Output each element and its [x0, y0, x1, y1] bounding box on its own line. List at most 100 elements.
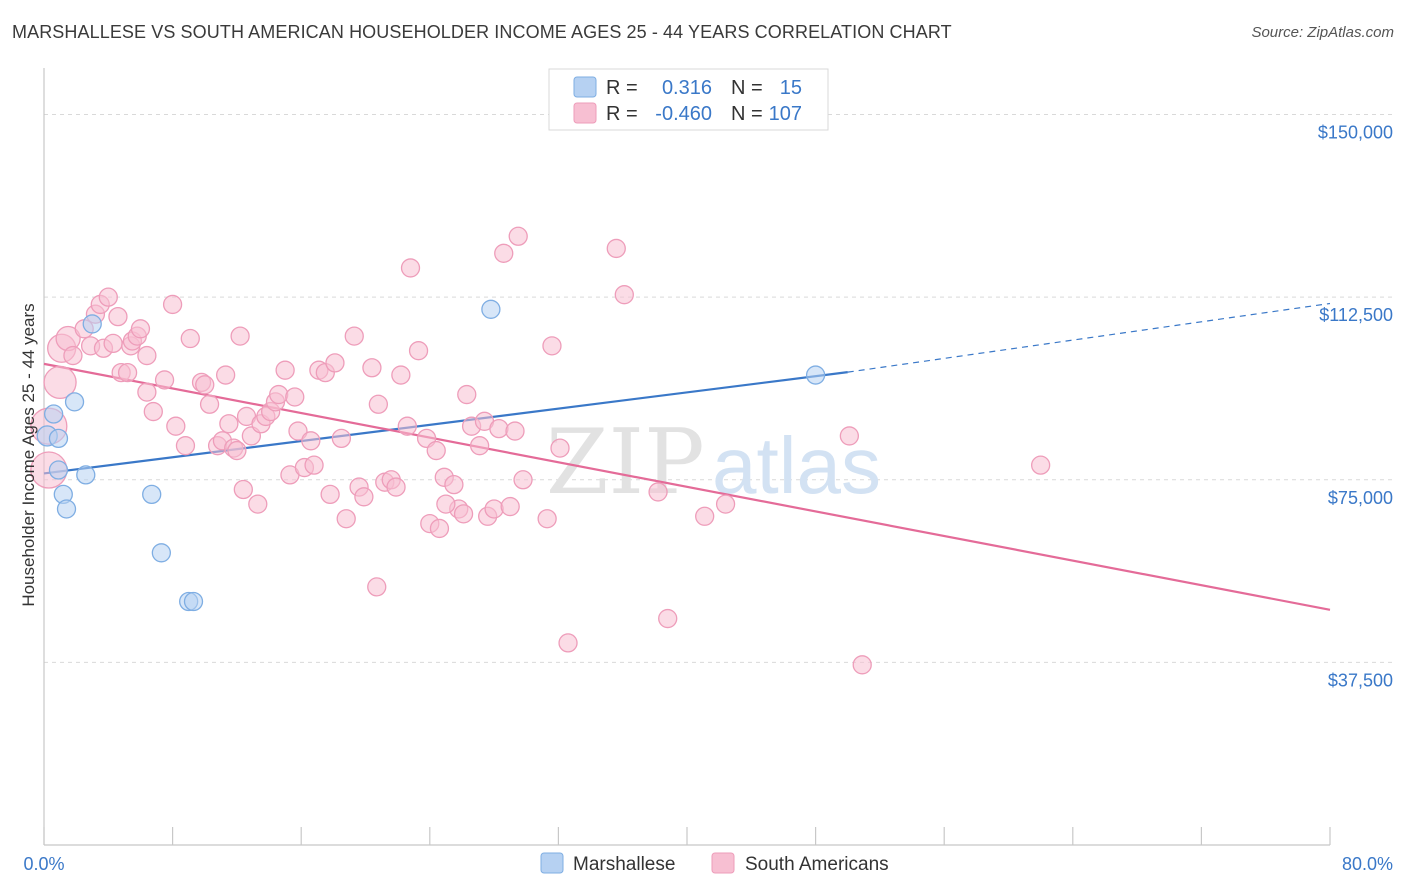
stat-r-label-1: R = — [606, 77, 638, 99]
south-americans-point — [320, 484, 340, 505]
south-americans-point — [175, 436, 196, 456]
marshallese-trend-line-extension — [847, 302, 1331, 373]
x-tick-label: 0.0% — [23, 854, 64, 874]
south-americans-point — [457, 384, 477, 405]
south-americans-point — [195, 375, 215, 395]
marshallese-point — [151, 543, 171, 563]
south-americans-point — [143, 401, 163, 422]
y-tick-label: $150,000 — [1318, 123, 1393, 143]
south-americans-point — [658, 608, 678, 629]
south-americans-point — [429, 518, 450, 539]
south-americans-point — [301, 431, 321, 451]
south-americans-point — [354, 487, 374, 507]
south-americans-point — [285, 387, 305, 407]
south-americans-point — [275, 360, 295, 380]
south-americans-point — [426, 440, 446, 461]
south-americans-point — [542, 336, 562, 356]
marshallese-point — [82, 314, 102, 334]
y-axis-label: Householder Income Ages 25 - 44 years — [19, 303, 38, 606]
south-americans-point — [1031, 455, 1051, 475]
south-americans-point — [367, 577, 387, 597]
south-americans-point — [162, 294, 183, 315]
south-americans-point — [180, 328, 200, 349]
south-americans-point — [505, 421, 525, 441]
y-tick-label: $37,500 — [1328, 670, 1393, 690]
south-americans-point — [215, 365, 236, 385]
stat-r-label-2: R = — [606, 103, 638, 125]
south-americans-point — [606, 238, 626, 259]
marshallese-point — [76, 465, 96, 485]
south-americans-point — [103, 333, 123, 354]
south-americans-point — [397, 416, 417, 436]
watermark-zip: ZIP — [546, 410, 705, 515]
south-americans-point — [839, 426, 860, 446]
stat-n-value-2: 107 — [769, 103, 802, 125]
marshallese-point — [481, 299, 501, 319]
south-americans-point — [852, 655, 872, 675]
south-americans-point — [269, 384, 289, 405]
legend-swatch-south-americans — [573, 102, 597, 124]
south-americans-point — [63, 345, 83, 366]
legend-swatch-marshallese — [573, 76, 597, 98]
south-americans-point — [331, 428, 352, 449]
south-americans-point — [489, 418, 509, 439]
stat-n-value-1: 15 — [780, 77, 802, 99]
south-americans-point — [248, 494, 268, 514]
chart-source: Source: ZipAtlas.com — [1251, 24, 1394, 41]
south-americans-point — [648, 482, 668, 502]
south-americans-point — [368, 394, 389, 414]
marshallese-point — [56, 499, 77, 519]
south-americans-point — [436, 494, 456, 514]
south-americans-point — [715, 494, 736, 514]
south-americans-point — [362, 358, 382, 378]
y-tick-label: $112,500 — [1319, 305, 1393, 325]
south-americans-point — [137, 345, 157, 366]
south-americans-point — [469, 436, 490, 456]
marshallese-point — [805, 365, 826, 385]
marshallese-point — [64, 392, 85, 412]
south-americans-point — [537, 509, 557, 529]
south-americans-point — [130, 319, 151, 339]
south-americans-point — [230, 326, 250, 346]
south-americans-point — [137, 382, 157, 402]
legend-south-americans-label: South Americans — [745, 854, 889, 875]
chart-title: MARSHALLESE VS SOUTH AMERICAN HOUSEHOLDE… — [12, 22, 952, 42]
south-americans-point — [500, 496, 520, 517]
marshallese-point — [183, 591, 204, 612]
marshallese-point — [48, 428, 69, 449]
x-tick-labels: 0.0% 80.0% — [23, 854, 1393, 874]
series-legend: Marshallese South Americans — [540, 852, 889, 875]
stat-n-label-1: N = — [731, 77, 763, 99]
south-americans-point — [166, 416, 186, 436]
south-americans-point — [108, 306, 128, 327]
y-tick-label: $75,000 — [1328, 488, 1393, 508]
south-americans-point — [513, 470, 533, 490]
south-americans-point — [304, 455, 324, 475]
south-americans-point — [695, 506, 715, 526]
trend-lines — [43, 302, 1331, 611]
south-americans-point — [400, 258, 421, 278]
zipatlas-watermark: ZIP atlas — [546, 410, 881, 515]
south-americans-point — [386, 477, 406, 497]
stats-legend: R = 0.316 N = 15 R = -0.460 N = 107 — [548, 68, 829, 131]
south-americans-point — [233, 479, 253, 500]
x-tick-label: 80.0% — [1342, 854, 1393, 874]
south-americans-point — [558, 633, 578, 653]
south-americans-point — [494, 243, 514, 263]
south-americans-point — [484, 499, 504, 519]
south-americans-point — [199, 394, 220, 414]
south-americans-point — [444, 474, 464, 495]
stat-n-label-2: N = — [731, 103, 763, 125]
south-americans-point — [336, 509, 356, 529]
scatter-points — [30, 226, 1051, 675]
south-americans-point — [227, 440, 247, 461]
south-americans-point — [344, 326, 364, 346]
south-americans-point — [453, 504, 474, 524]
south-americans-point — [288, 421, 308, 441]
south-americans-point — [325, 353, 345, 373]
marshallese-point — [43, 404, 64, 424]
south-americans-point — [391, 365, 411, 385]
south-americans-point — [508, 226, 528, 246]
south-americans-point — [117, 362, 138, 383]
marshallese-point — [48, 460, 69, 480]
